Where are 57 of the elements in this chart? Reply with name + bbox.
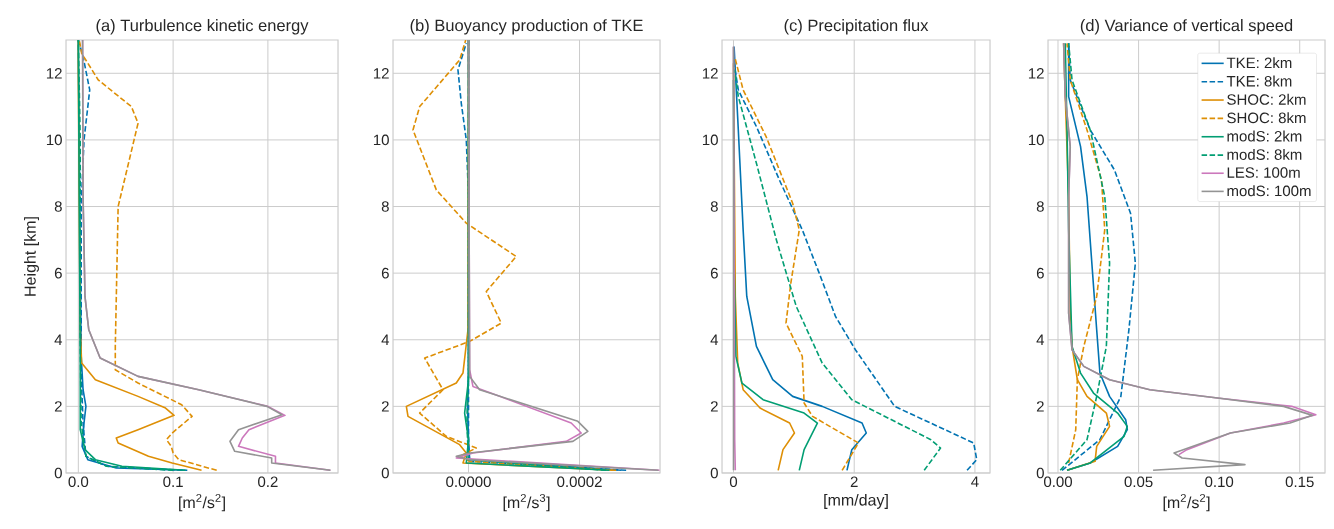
y-tick-label: 2: [710, 401, 718, 412]
x-tick-label: 0.1: [163, 476, 183, 488]
y-tick-label: 6: [710, 267, 718, 279]
legend-label: SHOC: 2km: [1227, 93, 1306, 105]
y-tick-label: 2: [54, 401, 62, 412]
y-tick-label: 0: [1036, 467, 1044, 479]
legend-label: TKE: 2km: [1226, 57, 1292, 69]
y-tick-label: 10: [373, 134, 389, 146]
legend-label: modS: 100m: [1227, 185, 1311, 197]
x-axis-title: [mm/day]: [824, 493, 888, 509]
y-tick-label: 0: [710, 467, 718, 479]
y-tick-label: 6: [54, 267, 62, 279]
y-tick-label: 0: [54, 467, 62, 479]
y-tick-label: 8: [1036, 201, 1044, 212]
x-tick-label: 4: [971, 476, 979, 487]
y-tick-label: 2: [381, 401, 389, 412]
chart-title: (c) Precipitation flux: [784, 19, 929, 35]
y-tick-label: 6: [1036, 267, 1044, 279]
y-tick-label: 12: [46, 68, 62, 79]
legend-label: modS: 2km: [1227, 130, 1302, 142]
x-tick-label: 0.2: [258, 476, 278, 488]
x-tick-label: 0.10: [1205, 476, 1234, 488]
x-tick-label: 0.0: [68, 476, 89, 488]
chart-title: (b) Buoyancy production of TKE: [410, 19, 643, 35]
x-tick-label: 0.05: [1124, 476, 1153, 488]
y-tick-label: 10: [702, 134, 718, 146]
x-tick-label: 0.0000: [446, 476, 491, 488]
y-tick-label: 10: [46, 134, 62, 146]
y-tick-label: 4: [710, 334, 719, 345]
y-tick-label: 4: [1036, 334, 1045, 345]
y-tick-label: 4: [381, 334, 390, 345]
y-tick-label: 6: [381, 267, 389, 279]
y-tick-label: 0: [381, 467, 389, 479]
x-tick-label: 0.15: [1285, 476, 1314, 488]
legend-label: SHOC: 8km: [1227, 112, 1306, 124]
y-tick-label: 12: [1028, 68, 1044, 79]
legend-label: modS: 8km: [1227, 148, 1302, 160]
x-tick-label: 0: [729, 476, 738, 488]
x-tick-label: 0.00: [1044, 476, 1073, 488]
x-tick-label: 2: [850, 476, 858, 487]
y-tick-label: 8: [710, 201, 718, 212]
y-tick-label: 8: [54, 201, 62, 212]
x-axis-title: [m$^{2}$/s$^{3}$]: [503, 493, 550, 512]
y-tick-label: 2: [1036, 401, 1044, 412]
chart-title: (a) Turbulence kinetic energy: [96, 19, 309, 35]
y-tick-label: 10: [1028, 134, 1044, 146]
y-tick-label: 12: [702, 68, 718, 79]
y-tick-label: 4: [54, 334, 63, 345]
y-tick-label: 12: [373, 68, 389, 79]
y-axis-title: Height [km]: [24, 217, 39, 296]
x-axis-title: [m$^{2}$/s$^{2}$]: [179, 493, 225, 512]
chart-title: (d) Variance of vertical speed: [1080, 19, 1293, 35]
legend-label: LES: 100m: [1227, 167, 1300, 178]
x-tick-label: 0.0002: [557, 476, 602, 488]
legend-label: TKE: 8km: [1226, 75, 1292, 87]
x-axis-title: [m$^{2}$/s$^{2}$]: [1163, 493, 1210, 512]
y-tick-label: 8: [381, 201, 389, 212]
